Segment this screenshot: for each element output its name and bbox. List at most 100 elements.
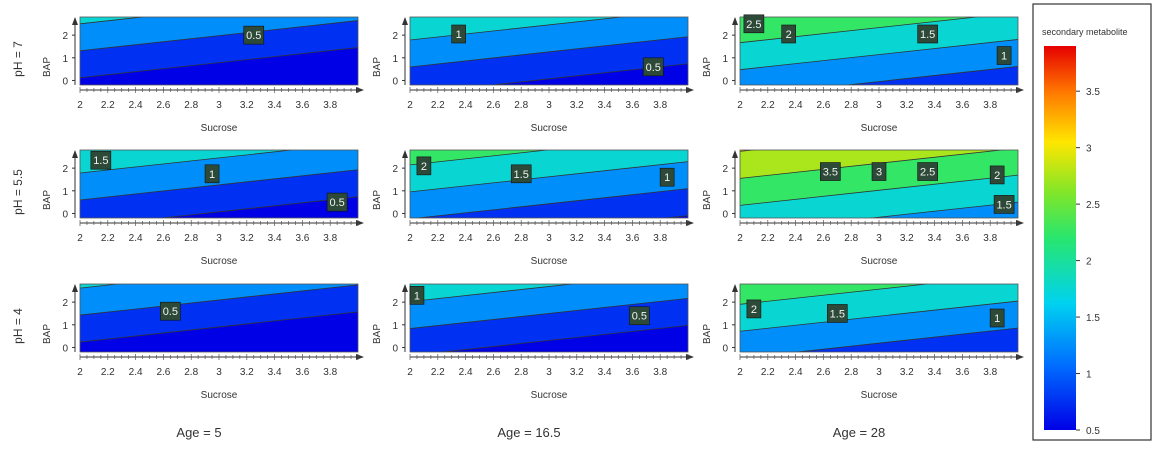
x-tick-label: 2.8 [184,233,198,244]
y-tick-label: 2 [722,164,728,175]
y-tick-label: 1 [392,54,398,65]
x-axis-label: Sucrose [861,256,898,267]
contour-label-box [160,301,181,321]
contour-line [410,297,688,329]
y-tick-label: 2 [62,164,68,175]
column-label: Age = 28 [833,425,885,440]
contour-label-box [204,164,220,184]
x-tick-label: 3.6 [625,367,639,378]
x-tick-label: 3.2 [570,100,584,111]
x-axis-arrow [1016,220,1024,226]
panel-r1-c0: 1.5 1 0.5 0 1 2 BAP 2 2.2 2.4 2.6 2.8 3 3.2 3.4 3.6 3.8 S… [42,149,364,267]
x-tick-label: 2.6 [486,100,500,111]
contour-line [868,201,1018,218]
y-tick-label: 1 [62,321,68,332]
y-tick-label: 2 [62,31,68,42]
x-tick-label: 3.2 [900,233,914,244]
x-tick-label: 2 [737,367,743,378]
x-tick-label: 3.6 [295,100,309,111]
y-axis-arrow [402,284,408,292]
x-tick-label: 2.4 [789,233,803,244]
contour-band-1 [410,284,688,329]
x-tick-label: 3.6 [625,100,639,111]
y-axis-label: BAP [372,324,383,344]
contour-band-2 [410,0,688,13]
contour-line [488,63,688,85]
y-axis-arrow [72,17,78,25]
x-tick-label: 2.2 [101,367,115,378]
x-tick-label: 3 [216,100,222,111]
contour-band-2.5 [410,0,688,12]
x-tick-label: 3 [546,100,552,111]
x-axis-arrow [686,87,694,93]
contour-band-1 [80,17,358,51]
colorbar-gradient [1044,46,1076,430]
x-tick-label: 2 [737,100,743,111]
contour-band-2.5 [80,0,358,12]
x-tick-label: 3 [876,100,882,111]
y-axis-arrow [72,284,78,292]
x-tick-label: 2.8 [514,233,528,244]
y-tick-label: 0 [62,343,68,354]
x-tick-label: 3.4 [598,367,612,378]
x-tick-label: 2.6 [816,367,830,378]
y-tick-label: 0 [392,343,398,354]
x-tick-label: 2.6 [156,233,170,244]
x-tick-label: 2.4 [789,100,803,111]
x-tick-label: 3.6 [295,367,309,378]
panel-r2-c0: 0.5 0 1 2 BAP 2 2.2 2.4 2.6 2.8 3 3.2 3.4 3.6 3.8 Sucro… [42,283,364,401]
x-tick-label: 2.4 [459,367,473,378]
x-tick-label: 3.4 [928,233,942,244]
column-label: Age = 16.5 [497,425,560,440]
plot-frame [409,16,689,86]
contour-label-box [989,165,1005,185]
x-tick-label: 2.2 [101,233,115,244]
x-tick-label: 3.2 [900,367,914,378]
x-tick-label: 3.8 [653,367,667,378]
contour-label-box [996,46,1012,65]
contour-label: 0.5 [246,30,261,42]
y-tick-label: 0 [62,209,68,220]
colorbar-tick-label: 0.5 [1086,426,1100,437]
x-axis-arrow [356,87,364,93]
x-tick-label: 3.4 [268,233,282,244]
x-tick-label: 2.8 [844,233,858,244]
x-axis-arrow [356,220,364,226]
colorbar-title: secondary metabolite [1042,27,1128,37]
x-tick-label: 3.4 [268,367,282,378]
x-tick-label: 2.2 [431,367,445,378]
y-tick-label: 0 [62,76,68,87]
x-tick-label: 3.2 [570,233,584,244]
contour-label: 1.5 [93,155,108,167]
contour-label-box [993,195,1015,214]
contour-label: 1 [414,290,420,302]
x-axis-arrow [1016,354,1024,360]
contour-label: 3.5 [823,167,838,179]
y-tick-label: 0 [722,76,728,87]
x-tick-label: 3 [216,233,222,244]
colorbar-tick-label: 2 [1086,257,1092,268]
x-tick-label: 2 [737,233,743,244]
contour-line [843,66,1018,85]
x-tick-label: 2.4 [459,233,473,244]
row-label: pH = 7 [11,41,25,77]
y-tick-label: 1 [722,321,728,332]
x-axis-arrow [1016,87,1024,93]
contour-label: 0.5 [632,311,647,323]
x-tick-label: 3.8 [323,367,337,378]
x-tick-label: 3 [546,367,552,378]
x-axis-label: Sucrose [531,123,568,134]
panel-r2-c2: 2 1.5 1 0 1 2 BAP 2 2.2 2.4 2.6 2.8 3 3.2 3.4 3.6 3.8 Suc… [702,283,1024,401]
y-tick-label: 1 [392,187,398,198]
y-tick-label: 0 [722,209,728,220]
contour-line [410,150,551,166]
contour-line [410,161,688,193]
y-tick-label: 0 [392,209,398,220]
contour-line [80,311,358,343]
contour-line [439,324,688,352]
y-tick-label: 1 [722,187,728,198]
x-tick-label: 2.6 [156,367,170,378]
y-axis-arrow [732,150,738,158]
contour-label: 1 [456,29,462,41]
